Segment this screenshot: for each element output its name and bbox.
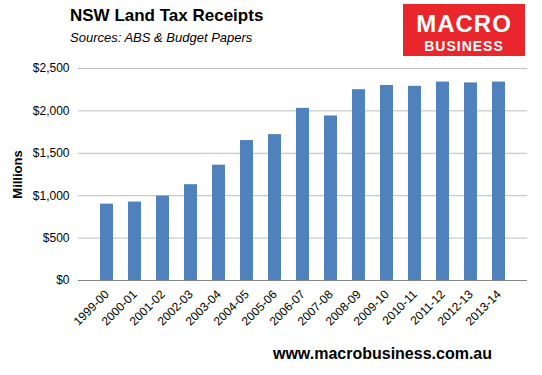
svg-text:2006-07: 2006-07: [266, 287, 308, 329]
svg-text:2012-13: 2012-13: [434, 287, 476, 329]
svg-text:Millions: Millions: [10, 150, 25, 198]
html-text:Sources: ABS & Budget Papers: Sources: ABS & Budget Papers: [70, 30, 253, 45]
svg-text:$0: $0: [56, 273, 70, 287]
html-text:BUSINESS: BUSINESS: [424, 38, 504, 54]
svg-text:2013-14: 2013-14: [463, 287, 504, 328]
svg-text:2010-11: 2010-11: [379, 287, 420, 328]
svg-text:2003-04: 2003-04: [182, 287, 224, 329]
svg-text:$500: $500: [43, 231, 70, 245]
svg-text:2005-06: 2005-06: [238, 287, 280, 329]
svg-text:2000-01: 2000-01: [98, 287, 140, 329]
html-text:NSW Land Tax Receipts: NSW Land Tax Receipts: [70, 6, 264, 25]
html-text:www.macrobusiness.com.au: www.macrobusiness.com.au: [273, 345, 492, 362]
html-text:MACRO: MACRO: [416, 10, 512, 37]
svg-text:2009-10: 2009-10: [350, 287, 392, 329]
svg-text:$1,000: $1,000: [33, 189, 70, 203]
svg-text:$2,500: $2,500: [33, 61, 70, 75]
svg-text:$2,000: $2,000: [33, 104, 70, 118]
svg-text:2011-12: 2011-12: [407, 287, 448, 328]
svg-text:1999-00: 1999-00: [70, 287, 112, 329]
svg-text:2007-08: 2007-08: [294, 287, 336, 329]
svg-text:$1,500: $1,500: [33, 146, 70, 160]
svg-text:2004-05: 2004-05: [210, 287, 252, 329]
svg-text:2001-02: 2001-02: [126, 287, 168, 329]
svg-text:2008-09: 2008-09: [322, 287, 364, 329]
svg-text:2002-03: 2002-03: [154, 287, 196, 329]
